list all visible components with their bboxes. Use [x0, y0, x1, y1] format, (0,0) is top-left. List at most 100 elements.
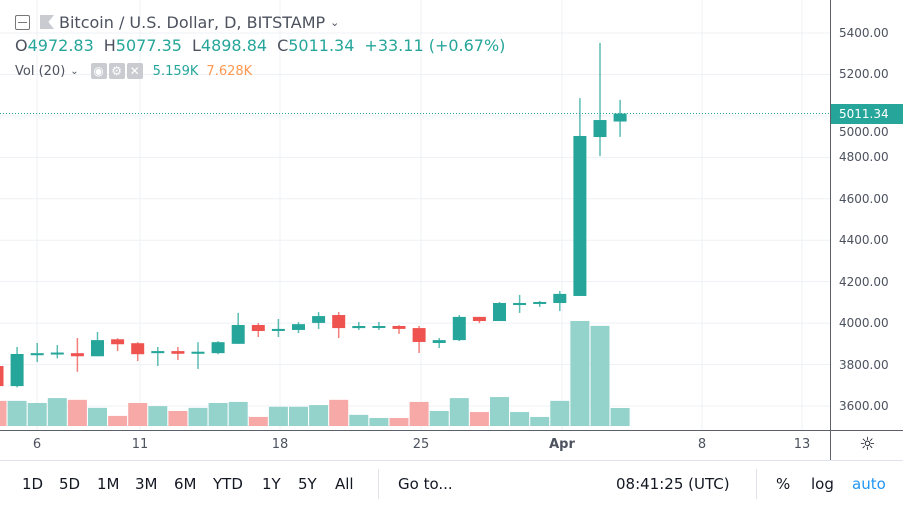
volume-bar — [550, 400, 570, 426]
open-label: O — [15, 35, 28, 55]
candle-body — [613, 113, 627, 122]
candle-body — [211, 342, 225, 354]
high-value: 5077.35 — [115, 35, 182, 55]
close-label: C — [277, 35, 289, 55]
range-5y[interactable]: 5Y — [298, 475, 317, 493]
candle-body — [111, 339, 125, 345]
price-tick: 5400.00 — [839, 26, 889, 40]
time-tick: 11 — [131, 437, 149, 452]
goto-button[interactable]: Go to... — [398, 475, 453, 493]
volume-bar — [349, 414, 369, 426]
candle-body — [151, 351, 165, 354]
volume-bar — [289, 406, 308, 426]
low-value: 4898.84 — [200, 35, 268, 55]
chart-settings-button[interactable]: ☼ — [830, 430, 903, 461]
candle-body — [191, 351, 205, 354]
time-tick: 25 — [412, 437, 430, 452]
volume-bar — [490, 397, 509, 426]
chevron-down-icon[interactable]: ⌄ — [70, 65, 79, 77]
candle-body — [392, 326, 406, 329]
volume-bar — [610, 408, 630, 426]
time-tick: 13 — [793, 437, 811, 452]
candle-body — [231, 324, 245, 344]
volume-bar — [309, 405, 329, 426]
time-tick: 6 — [32, 437, 42, 452]
volume-bar — [0, 400, 7, 426]
flag-icon[interactable] — [40, 15, 54, 29]
low-label: L — [191, 35, 201, 55]
volume-bar — [148, 406, 168, 426]
range-all[interactable]: All — [335, 475, 354, 493]
volume-bar — [108, 415, 128, 426]
time-tick: 18 — [271, 437, 289, 452]
volume-bar — [570, 321, 590, 426]
range-1m[interactable]: 1M — [97, 475, 120, 493]
candle-body — [573, 135, 587, 296]
volume-bar — [389, 417, 409, 426]
settings-sun-icon[interactable]: ☼ — [859, 434, 876, 455]
chevron-down-icon[interactable]: ⌄ — [330, 15, 340, 29]
auto-toggle[interactable]: auto — [852, 475, 886, 493]
volume-bar — [369, 417, 389, 426]
time-tick: 8 — [697, 437, 707, 452]
volume-bar — [228, 401, 248, 426]
candle-body — [10, 353, 24, 387]
log-toggle[interactable]: log — [811, 475, 834, 493]
range-5d[interactable]: 5D — [59, 475, 81, 493]
price-tick: 4000.00 — [839, 316, 889, 331]
volume-bar — [510, 412, 530, 426]
close-icon[interactable]: ✕ — [126, 63, 143, 79]
bottom-toolbar: 1D 5D 1M 3M 6M YTD 1Y 5Y All Go to... 08:41:25 (… — [0, 460, 903, 508]
candle-body — [30, 353, 44, 356]
close-value: 5011.34 — [288, 35, 355, 55]
candle-body — [50, 352, 64, 355]
symbol-title[interactable]: Bitcoin / U.S. Dollar, D, BITSTAMP — [59, 12, 326, 32]
volume-bar — [268, 406, 288, 426]
volume-bar — [188, 407, 208, 426]
volume-bar — [47, 398, 67, 426]
open-value: 4972.83 — [27, 35, 94, 55]
chart-legend: Bitcoin / U.S. Dollar, D, BITSTAMP ⌄ O 49… — [15, 11, 505, 85]
candle-body — [412, 328, 426, 342]
volume-bar — [208, 402, 228, 426]
range-ytd[interactable]: YTD — [213, 475, 243, 493]
price-tick: 4200.00 — [839, 274, 889, 289]
price-axis[interactable]: 5400.00 5200.00 5000.00 4800.00 4600.00 4400.… — [830, 0, 903, 430]
volume-bar — [67, 399, 87, 426]
volume-bar — [329, 399, 349, 426]
time-axis[interactable]: 6 11 18 25 Apr 8 13 — [0, 430, 830, 461]
candle-body — [513, 303, 527, 306]
price-tick: 3600.00 — [839, 399, 889, 413]
volume-value: 5.159K — [152, 63, 199, 79]
range-1d[interactable]: 1D — [22, 475, 44, 493]
candle-body — [372, 326, 386, 329]
clock[interactable]: 08:41:25 (UTC) — [616, 475, 730, 493]
price-tick: 5200.00 — [839, 67, 889, 82]
candle-body — [352, 326, 366, 329]
candle-body — [171, 351, 185, 354]
candle-body — [593, 120, 607, 138]
volume-bar — [88, 407, 107, 426]
volume-bar — [27, 402, 47, 426]
candle-body — [70, 353, 84, 357]
volume-bar — [530, 416, 550, 426]
eye-icon[interactable]: ◉ — [90, 63, 107, 79]
price-tick: 4800.00 — [839, 150, 889, 165]
volume-indicator-label[interactable]: Vol (20) — [15, 63, 66, 79]
price-tick: 4600.00 — [839, 191, 889, 206]
collapse-legend-icon[interactable] — [15, 14, 30, 30]
range-6m[interactable]: 6M — [174, 475, 197, 493]
range-1y[interactable]: 1Y — [262, 475, 281, 493]
gear-icon[interactable]: ⚙ — [108, 63, 125, 79]
candle-body — [292, 324, 305, 330]
volume-ma-value: 7.628K — [206, 63, 253, 79]
current-price-label: 5011.34 — [831, 103, 903, 124]
candle-body — [452, 316, 466, 341]
volume-bar — [429, 411, 449, 426]
volume-bar — [7, 400, 27, 426]
volume-bar — [248, 416, 268, 426]
candle-body — [493, 303, 506, 322]
range-3m[interactable]: 3M — [135, 475, 158, 493]
change-value: +33.11 (+0.67%) — [364, 35, 506, 55]
percent-toggle[interactable]: % — [776, 475, 791, 493]
